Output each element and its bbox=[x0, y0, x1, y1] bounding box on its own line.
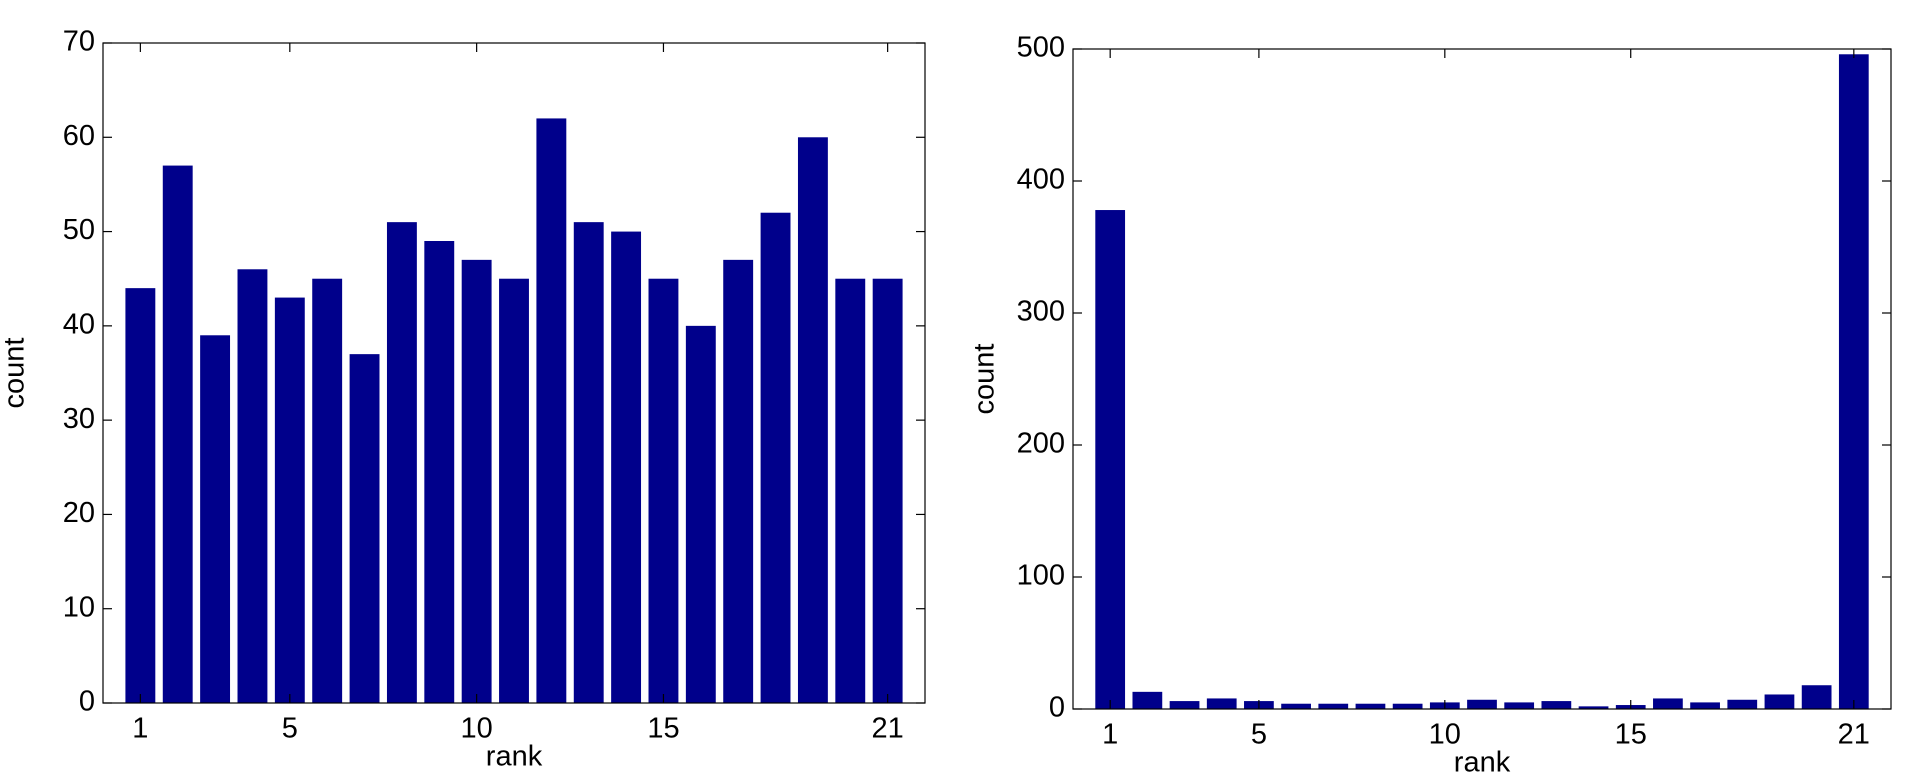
bar bbox=[1504, 702, 1535, 709]
y-tick-label: 0 bbox=[1049, 692, 1065, 724]
y-tick-label: 60 bbox=[63, 120, 95, 152]
bar bbox=[872, 278, 903, 703]
x-tick-label: 1 bbox=[132, 713, 148, 745]
bar bbox=[162, 165, 193, 704]
bar bbox=[611, 231, 642, 704]
bar bbox=[237, 269, 268, 703]
x-axis-label: rank bbox=[1454, 747, 1511, 779]
bar bbox=[685, 325, 716, 703]
bar bbox=[723, 259, 754, 703]
y-tick-label: 200 bbox=[1017, 428, 1065, 460]
plot-frame bbox=[102, 42, 926, 704]
bar bbox=[499, 278, 529, 703]
bar bbox=[1541, 701, 1572, 709]
bar bbox=[536, 118, 567, 703]
bar bbox=[125, 288, 156, 703]
x-tick-label: 15 bbox=[1615, 719, 1647, 751]
bar bbox=[386, 222, 417, 703]
bar bbox=[1653, 698, 1683, 709]
y-tick-label: 70 bbox=[63, 26, 95, 58]
x-tick-label: 15 bbox=[647, 713, 679, 745]
bar bbox=[835, 278, 866, 703]
y-tick-label: 10 bbox=[63, 591, 95, 623]
y-tick-label: 100 bbox=[1017, 560, 1065, 592]
y-tick-label: 50 bbox=[63, 214, 95, 246]
bar bbox=[1206, 698, 1237, 709]
y-tick-label: 30 bbox=[63, 403, 95, 435]
y-tick-label: 0 bbox=[79, 686, 95, 718]
x-tick-label: 5 bbox=[282, 713, 298, 745]
bar bbox=[200, 335, 231, 703]
bar bbox=[1578, 706, 1609, 709]
bar bbox=[424, 241, 455, 703]
y-tick-label: 40 bbox=[63, 309, 95, 341]
y-tick-label: 400 bbox=[1017, 164, 1065, 196]
y-axis-label: count bbox=[969, 344, 1001, 415]
bar bbox=[274, 297, 305, 703]
bar bbox=[797, 137, 828, 704]
x-tick-label: 21 bbox=[872, 713, 904, 745]
bar bbox=[1467, 699, 1497, 709]
x-tick-label: 5 bbox=[1251, 719, 1267, 751]
bar bbox=[1690, 702, 1720, 709]
bar bbox=[461, 259, 492, 703]
y-tick-label: 300 bbox=[1017, 296, 1065, 328]
y-tick-label: 500 bbox=[1017, 32, 1065, 64]
bar bbox=[312, 278, 343, 703]
bar bbox=[573, 222, 604, 703]
bar bbox=[1132, 691, 1163, 709]
bar bbox=[1281, 703, 1311, 709]
plot-frame bbox=[1072, 48, 1892, 710]
bar bbox=[1095, 210, 1126, 710]
x-tick-label: 21 bbox=[1838, 719, 1870, 751]
bar bbox=[1169, 701, 1200, 709]
y-axis-label: count bbox=[0, 338, 31, 409]
bar bbox=[648, 278, 679, 703]
bar bbox=[1801, 685, 1832, 709]
y-tick-label: 20 bbox=[63, 497, 95, 529]
bar bbox=[1318, 703, 1349, 709]
bar bbox=[1727, 699, 1758, 709]
x-tick-label: 10 bbox=[461, 713, 493, 745]
x-tick-label: 1 bbox=[1102, 719, 1118, 751]
x-tick-label: 10 bbox=[1429, 719, 1461, 751]
bar bbox=[1355, 703, 1386, 709]
x-axis-label: rank bbox=[486, 741, 543, 773]
bar bbox=[1838, 54, 1869, 709]
bar bbox=[349, 354, 380, 703]
bar bbox=[1392, 703, 1423, 709]
bar bbox=[760, 212, 791, 703]
bar bbox=[1764, 694, 1795, 709]
